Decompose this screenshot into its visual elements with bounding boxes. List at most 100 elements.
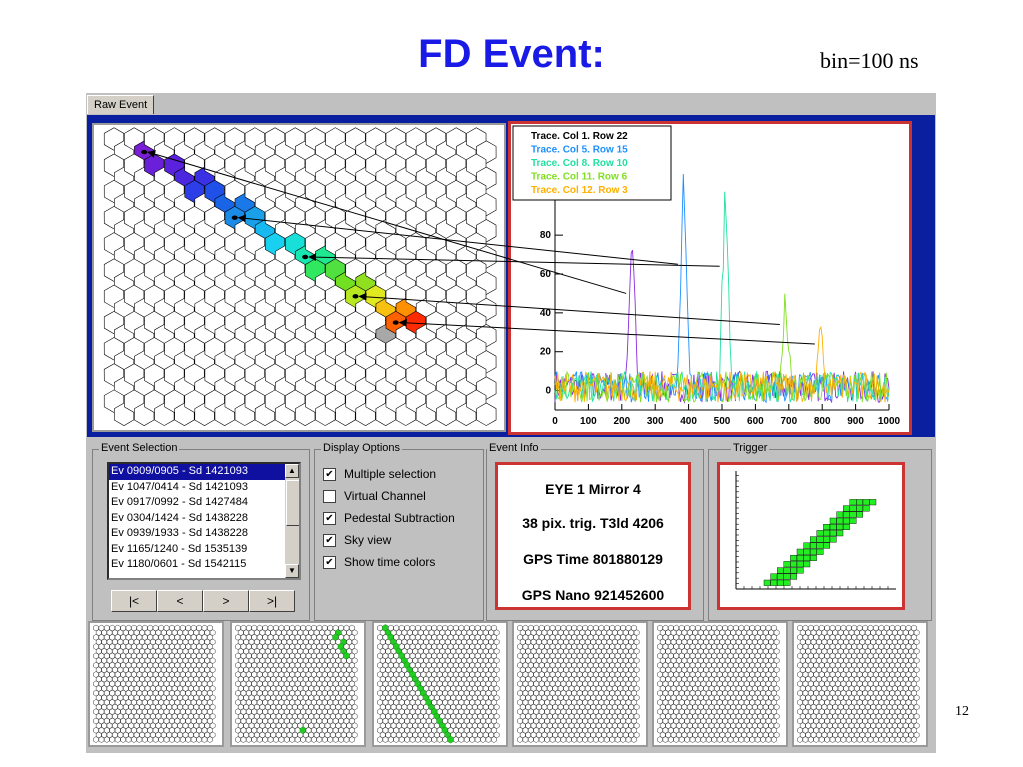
- checkbox-icon[interactable]: [323, 489, 336, 503]
- pixel-hex[interactable]: [472, 400, 501, 428]
- scroll-down-icon[interactable]: ▼: [285, 564, 299, 578]
- mirror-camera-2[interactable]: [230, 621, 366, 747]
- scroll-up-icon[interactable]: ▲: [285, 464, 299, 478]
- first-event-button[interactable]: |<: [111, 590, 157, 612]
- mini-pixel-hex: [913, 648, 920, 655]
- mini-pixel-hex: [744, 708, 750, 715]
- prev-event-button[interactable]: <: [157, 590, 203, 612]
- mirror-camera-6[interactable]: [792, 621, 928, 747]
- option-virtual-channel[interactable]: Virtual Channel: [323, 488, 426, 504]
- event-list-item[interactable]: Ev 0909/0905 - Sd 1421093: [109, 464, 299, 480]
- mini-pixel-hex: [835, 680, 841, 687]
- mini-pixel-hex: [171, 657, 178, 664]
- scroll-thumb[interactable]: [286, 480, 299, 526]
- mini-pixel-hex: [246, 708, 252, 715]
- mini-pixel-hex: [536, 629, 542, 636]
- mini-pixel-hex: [560, 727, 567, 734]
- mini-pixel-hex: [420, 624, 427, 632]
- mirror-camera-1[interactable]: [88, 621, 224, 747]
- tab-raw-event[interactable]: Raw Event: [87, 95, 155, 114]
- mini-pixel-hex: [343, 643, 350, 650]
- mini-pixel-hex: [434, 685, 440, 692]
- event-list-item[interactable]: Ev 1165/1240 - Sd 1535139: [111, 542, 248, 555]
- mirror-camera-5[interactable]: [652, 621, 788, 747]
- camera-hex-grid[interactable]: [94, 125, 504, 430]
- mini-pixel-hex: [152, 643, 159, 650]
- mini-pixel-hex: [560, 643, 567, 650]
- mini-pixel-hex: [878, 699, 885, 706]
- mini-pixel-hex: [678, 727, 685, 734]
- event-list-item[interactable]: Ev 0939/1933 - Sd 1438228: [111, 527, 249, 539]
- mini-pixel-hex: [267, 643, 274, 650]
- checkbox-icon[interactable]: ✔: [323, 467, 336, 481]
- legend-entry: Trace. Col 12. Row 3: [531, 185, 628, 196]
- option-sky-view[interactable]: ✔ Sky view: [323, 532, 391, 548]
- mini-pixel-hex: [703, 666, 709, 674]
- checkbox-icon[interactable]: ✔: [323, 511, 336, 525]
- option-label: Multiple selection: [344, 467, 437, 481]
- option-pedestal-subtraction[interactable]: ✔ Pedestal Subtraction: [323, 510, 455, 526]
- mini-pixel-hex: [469, 671, 475, 678]
- mini-pixel-hex: [821, 731, 828, 739]
- option-multiple-selection[interactable]: ✔ Multiple selection: [323, 466, 436, 482]
- mini-pixel-hex: [251, 708, 257, 715]
- mini-pixel-hex: [625, 727, 632, 734]
- mini-pixel-hex: [609, 689, 615, 697]
- mini-pixel-hex: [235, 717, 241, 725]
- mini-pixel-hex: [633, 685, 640, 692]
- mini-pixel-hex: [738, 736, 745, 743]
- mirror-camera-4[interactable]: [512, 621, 648, 747]
- camera-view[interactable]: [92, 123, 506, 432]
- option-show-time-colors[interactable]: ✔ Show time colors: [323, 554, 435, 570]
- mini-pixel-hex: [665, 629, 671, 636]
- mini-pixel-hex: [829, 624, 836, 632]
- event-list-item[interactable]: Ev 0304/1424 - Sd 1438228: [111, 511, 249, 524]
- trigger-pixel: [842, 511, 850, 518]
- mini-pixel-hex: [322, 736, 328, 743]
- mini-pixel-hex: [576, 680, 583, 687]
- event-list-scrollbar[interactable]: ▲ ▼: [285, 464, 299, 578]
- mini-pixel-hex: [617, 676, 624, 683]
- mini-pixel-hex: [563, 694, 569, 701]
- mini-pixel-hex: [270, 638, 276, 646]
- mini-pixel-hex: [727, 671, 734, 678]
- last-event-button[interactable]: >|: [249, 590, 295, 612]
- event-list-item[interactable]: Ev 1180/0601 - Sd 1542115: [111, 558, 247, 570]
- mini-pixel-hex: [322, 717, 328, 725]
- mini-pixel-hex: [436, 671, 443, 678]
- mini-pixel-hex: [892, 694, 898, 701]
- mini-pixel-hex: [657, 643, 663, 650]
- mini-pixel-hex: [762, 675, 769, 683]
- mini-pixel-hex: [913, 713, 920, 720]
- mini-pixel-hex: [286, 703, 293, 711]
- mini-pixel-hex: [273, 708, 279, 715]
- mini-pixel-hex: [377, 689, 383, 697]
- mini-pixel-hex: [695, 671, 701, 678]
- mini-pixel-hex: [905, 736, 912, 743]
- checkbox-icon[interactable]: ✔: [323, 533, 336, 547]
- event-list-item[interactable]: Ev 0917/0992 - Sd 1427484: [111, 496, 249, 508]
- mini-pixel-hex: [757, 676, 764, 683]
- mirror-camera-3[interactable]: [372, 621, 508, 747]
- mini-pixel-hex: [185, 662, 191, 669]
- mini-pixel-hex: [281, 685, 287, 692]
- mini-pixel-hex: [552, 685, 558, 692]
- mini-pixel-hex: [144, 685, 151, 692]
- x-tick-label: 200: [613, 416, 630, 427]
- mini-pixel-hex: [897, 685, 904, 692]
- mini-pixel-hex: [423, 713, 429, 720]
- mini-pixel-hex: [894, 680, 901, 687]
- trace-plot[interactable]: 0 100 200 300 400 500 600 700 800 900 100002040608…: [511, 124, 909, 432]
- checkbox-icon[interactable]: ✔: [323, 555, 336, 569]
- mini-pixel-hex: [117, 703, 124, 711]
- mini-pixel-hex: [738, 727, 745, 734]
- mini-pixel-hex: [832, 676, 838, 683]
- mini-pixel-hex: [601, 703, 607, 711]
- mini-pixel-hex: [719, 703, 726, 711]
- next-event-button[interactable]: >: [203, 590, 249, 612]
- mini-pixel-hex: [735, 722, 742, 729]
- event-list-item[interactable]: Ev 1047/0414 - Sd 1421093: [111, 480, 249, 493]
- mini-pixel-hex: [706, 727, 712, 734]
- mini-pixel-hex: [338, 736, 344, 743]
- event-list[interactable]: Ev 0909/0905 - Sd 1421093 Ev 1047/0414 - …: [107, 462, 301, 580]
